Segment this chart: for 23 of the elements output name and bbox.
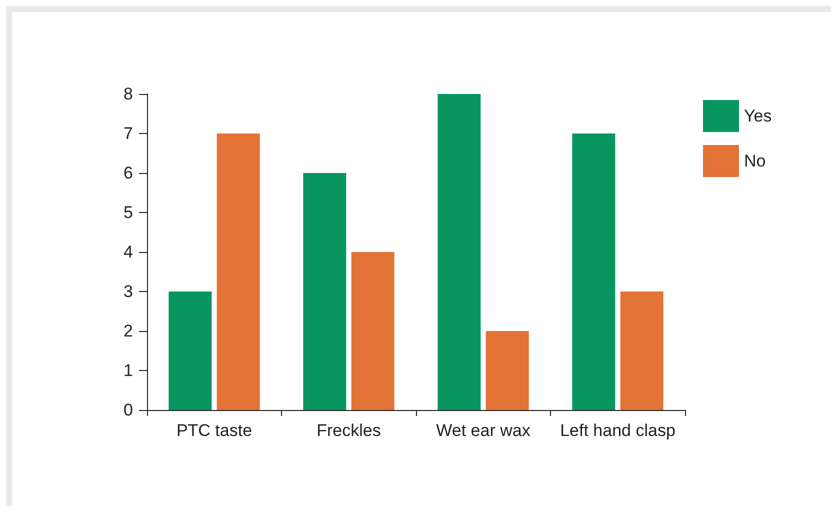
y-tick-label: 1 xyxy=(124,361,133,380)
y-tick-label: 7 xyxy=(124,124,133,143)
x-tick-label: Left hand clasp xyxy=(560,421,676,440)
y-tick-label: 2 xyxy=(124,322,133,340)
bar xyxy=(168,292,212,410)
y-tick-label: 4 xyxy=(124,242,133,262)
y-tick-label: 5 xyxy=(124,203,133,222)
y-tick-label: 0 xyxy=(124,400,133,420)
legend-label: Yes xyxy=(744,106,772,126)
bar xyxy=(351,252,394,410)
bar xyxy=(216,134,260,410)
bar xyxy=(303,173,346,410)
x-tick-label: Freckles xyxy=(316,421,381,440)
bar xyxy=(620,292,664,410)
x-tick-label: Wet ear wax xyxy=(436,421,531,440)
y-tick-label: 6 xyxy=(124,164,133,182)
bar xyxy=(486,331,529,410)
bar xyxy=(438,94,481,410)
y-tick-label: 3 xyxy=(124,282,133,301)
legend-label: No xyxy=(744,152,766,170)
y-tick-label: 8 xyxy=(124,84,133,104)
x-tick-label: PTC taste xyxy=(176,421,252,440)
bar xyxy=(572,134,616,410)
